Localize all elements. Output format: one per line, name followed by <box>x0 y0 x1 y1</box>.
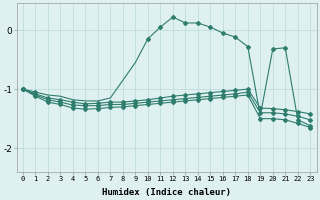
X-axis label: Humidex (Indice chaleur): Humidex (Indice chaleur) <box>102 188 231 197</box>
